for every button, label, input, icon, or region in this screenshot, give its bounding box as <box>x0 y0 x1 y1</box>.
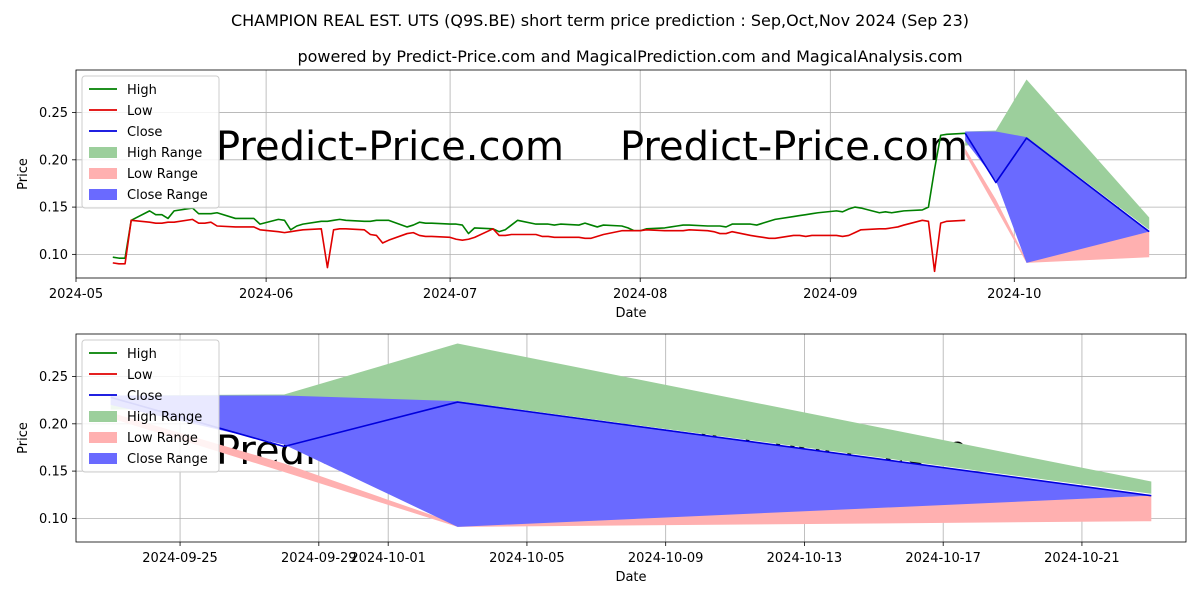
chart-title: CHAMPION REAL EST. UTS (Q9S.BE) short te… <box>231 11 969 30</box>
watermarks: Predict-Price.com Predict-Price.com Predic… <box>216 124 968 323</box>
legend: High Low Close High Range Low Range Close Ran… <box>81 75 220 209</box>
close-line <box>964 132 1150 233</box>
watermark-text: Predict-Price.com <box>216 277 564 323</box>
bottom-chart: Predict-Price.comPredict-Price.com2024-0… <box>16 333 1187 585</box>
x-tick-label: 2024-09-25 <box>142 551 218 566</box>
legend-label-low-range: Low Range <box>127 431 198 446</box>
legend-swatch-high-range <box>89 147 117 158</box>
legend-label-high: High <box>127 83 157 98</box>
watermark-text: Predict-Price.com <box>216 124 564 170</box>
close-range-area <box>110 395 1152 527</box>
legend-label-high-range: High Range <box>127 410 202 425</box>
legend-label-close: Close <box>127 125 162 140</box>
legend-swatch-high-range <box>89 411 117 422</box>
plot-area <box>112 79 1150 273</box>
watermark-text: Predict-Price.com <box>620 277 968 323</box>
x-tick-label: 2024-10-05 <box>489 551 565 566</box>
y-tick-label: 0.20 <box>39 417 68 432</box>
x-tick-label: 2024-05 <box>49 287 103 302</box>
legend-label-low-range: Low Range <box>127 167 198 182</box>
y-tick-label: 0.10 <box>39 248 68 263</box>
legend-swatch-low-range <box>89 168 117 179</box>
legend-swatch-close-range <box>89 453 117 464</box>
y-tick-label: 0.10 <box>39 512 68 527</box>
x-tick-label: 2024-07 <box>423 287 477 302</box>
high-line <box>112 132 966 259</box>
top-chart: Predict-Price.com Predict-Price.com Predic… <box>16 69 1187 323</box>
chart-subtitle: powered by Predict-Price.com and Magical… <box>297 47 962 66</box>
x-tick-label: 2024-06 <box>239 287 293 302</box>
x-axis-label: Date <box>615 570 646 585</box>
x-tick-label: 2024-10 <box>987 287 1041 302</box>
tick-labels: 2024-05 2024-06 2024-07 2024-08 2024-09 2024-… <box>39 106 1041 302</box>
y-axis-label: Price <box>16 422 31 454</box>
legend-label-close-range: Close Range <box>127 188 208 203</box>
y-tick-label: 0.15 <box>39 465 68 480</box>
x-tick-label: 2024-10-01 <box>350 551 426 566</box>
legend-label-high-range: High Range <box>127 146 202 161</box>
low-line <box>112 218 966 273</box>
y-tick-label: 0.15 <box>39 201 68 216</box>
x-tick-label: 2024-09 <box>803 287 857 302</box>
legend-label-close: Close <box>127 389 162 404</box>
x-tick-label: 2024-10-13 <box>767 551 843 566</box>
close-range-area <box>965 131 1150 263</box>
legend-label-close-range: Close Range <box>127 452 208 467</box>
x-axis-label: Date <box>615 306 646 321</box>
legend-swatch-low-range <box>89 432 117 443</box>
watermark-text: Predict-Price.com <box>620 124 968 170</box>
high-range-area <box>965 79 1150 230</box>
x-tick-label: 2024-10-17 <box>905 551 981 566</box>
legend: High Low Close High Range Low Range Close Ran… <box>81 339 220 473</box>
axes-frame <box>75 69 1187 279</box>
plot-area <box>110 343 1152 527</box>
y-tick-label: 0.25 <box>39 106 68 121</box>
legend-label-high: High <box>127 347 157 362</box>
legend-label-low: Low <box>127 104 153 119</box>
y-tick-label: 0.25 <box>39 370 68 385</box>
x-tick-label: 2024-09-29 <box>281 551 357 566</box>
legend-swatch-close-range <box>89 189 117 200</box>
y-tick-label: 0.20 <box>39 153 68 168</box>
x-tick-label: 2024-10-21 <box>1044 551 1120 566</box>
low-range-area <box>110 412 1152 527</box>
x-tick-label: 2024-10-09 <box>628 551 704 566</box>
x-tick-label: 2024-08 <box>613 287 667 302</box>
y-axis-label: Price <box>16 158 31 190</box>
high-range-area <box>110 343 1152 494</box>
axes-frame <box>75 333 1187 543</box>
legend-label-low: Low <box>127 368 153 383</box>
low-range-area <box>965 148 1150 263</box>
